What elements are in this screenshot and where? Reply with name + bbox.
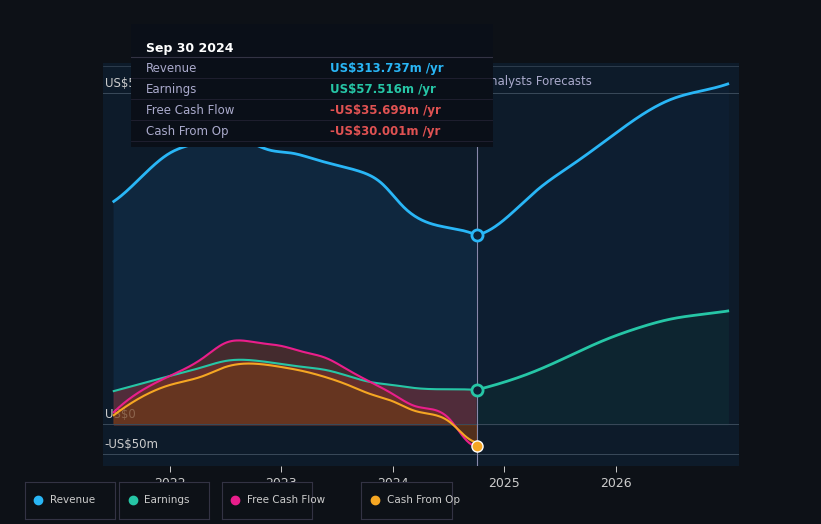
Text: Cash From Op: Cash From Op [387,495,460,506]
Text: Earnings: Earnings [146,83,197,96]
Text: Free Cash Flow: Free Cash Flow [146,104,234,117]
Text: -US$35.699m /yr: -US$35.699m /yr [330,104,441,117]
Text: Free Cash Flow: Free Cash Flow [247,495,325,506]
Text: Revenue: Revenue [146,62,197,75]
Text: US$550m: US$550m [105,77,162,90]
Text: US$313.737m /yr: US$313.737m /yr [330,62,443,75]
Text: Past: Past [447,75,471,88]
Text: -US$30.001m /yr: -US$30.001m /yr [330,125,440,138]
Text: Earnings: Earnings [144,495,190,506]
Text: US$0: US$0 [105,408,135,421]
Text: Cash From Op: Cash From Op [146,125,228,138]
Text: Sep 30 2024: Sep 30 2024 [146,42,233,55]
Text: -US$50m: -US$50m [105,438,158,451]
Text: Revenue: Revenue [50,495,95,506]
Text: US$57.516m /yr: US$57.516m /yr [330,83,436,96]
Text: Analysts Forecasts: Analysts Forecasts [482,75,592,88]
